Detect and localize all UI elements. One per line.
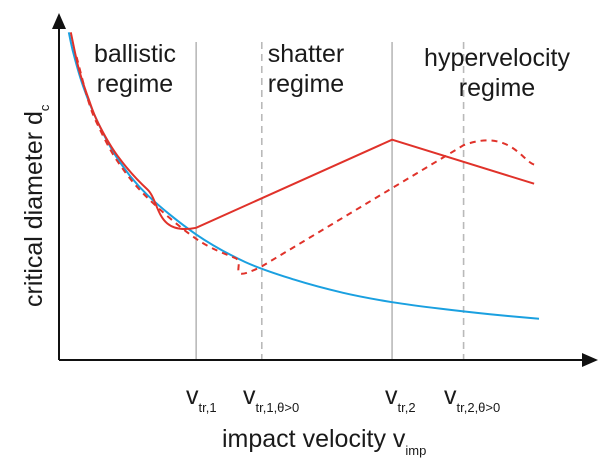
regime-label-ballistic-2: regime (97, 70, 173, 98)
y-axis-arrow-icon (52, 13, 66, 29)
tick-label-vtr2-theta: vtr,2,θ>0 (444, 382, 500, 415)
transition-guides (195, 42, 465, 360)
regime-label-hypervelocity: hypervelocity (424, 44, 570, 72)
regime-label-ballistic: ballistic (94, 40, 176, 68)
y-axis-title: critical diameter dc (20, 104, 52, 307)
series-line-2 (75, 56, 535, 275)
regime-label-shatter: shatter (268, 40, 344, 68)
tick-label-vtr1-theta: vtr,1,θ>0 (243, 382, 299, 415)
tick-label-vtr1: vtr,1 (186, 382, 217, 415)
tick-label-vtr2: vtr,2 (385, 382, 416, 415)
axes (52, 13, 598, 367)
series-lines (67, 32, 540, 320)
x-axis-title: impact velocity vimp (222, 425, 426, 458)
regime-label-hypervelocity-2: regime (459, 74, 535, 102)
regime-label-shatter-2: regime (268, 70, 344, 98)
x-axis-arrow-icon (582, 353, 598, 367)
